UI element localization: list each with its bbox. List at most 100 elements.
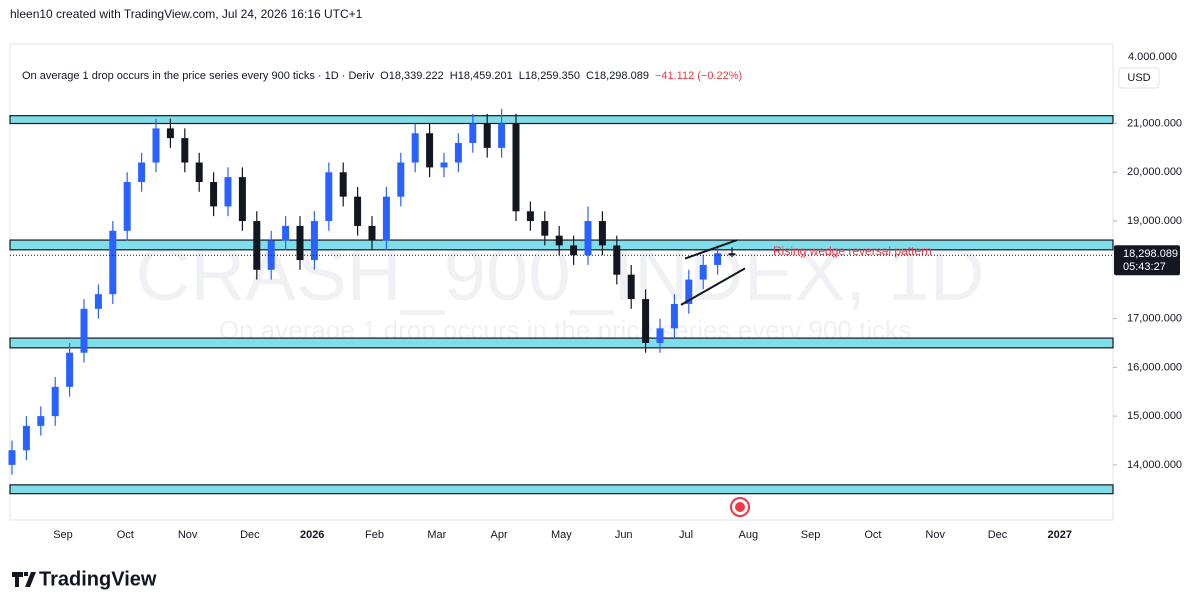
x-tick-label: Jun <box>615 529 633 541</box>
y-tick-label: 21,000.000 <box>1127 117 1182 129</box>
y-tick-label: 14,000.000 <box>1127 459 1182 471</box>
x-tick-label: Jul <box>679 529 693 541</box>
candle-body <box>613 245 621 275</box>
candle-body <box>555 235 563 246</box>
x-tick-label: Nov <box>178 529 198 541</box>
candle-body <box>627 274 635 300</box>
candle-body <box>714 253 722 265</box>
brand: TradingView <box>39 568 157 590</box>
candle-body <box>541 221 549 236</box>
candle-body <box>584 221 592 256</box>
x-tick-label: May <box>551 529 572 541</box>
candle-body <box>80 308 88 353</box>
annotation: Rising wedge reversal pattern <box>773 244 932 258</box>
candle-body <box>570 245 578 256</box>
candle-body <box>368 225 376 241</box>
candle-body <box>310 221 318 261</box>
candle-body <box>498 123 506 148</box>
legend-value: H18,459.201 <box>450 70 513 82</box>
candle-body <box>440 162 448 168</box>
candle-body <box>224 177 232 207</box>
candle-body <box>469 123 477 144</box>
candle-body <box>397 162 405 197</box>
currency-box <box>1118 67 1160 89</box>
event-flag <box>730 497 750 517</box>
candle-body <box>195 162 203 183</box>
candle-body <box>94 294 102 309</box>
candle-body <box>152 128 160 163</box>
support-resistance-zone <box>9 115 1114 125</box>
x-tick-label: Oct <box>864 529 881 541</box>
logo <box>12 572 36 587</box>
candle-body <box>526 211 534 222</box>
x-tick-label: Feb <box>365 529 384 541</box>
candle-body <box>483 123 491 148</box>
x-tick-label: 2026 <box>300 529 324 541</box>
candle-body <box>656 328 664 343</box>
legend-title: On average 1 drop occurs in the price se… <box>22 70 375 82</box>
support-resistance-zone <box>9 484 1114 495</box>
y-tick-label: 17,000.000 <box>1127 312 1182 324</box>
x-tick-label: Nov <box>925 529 945 541</box>
x-tick-label: Sep <box>801 529 821 541</box>
candle-body <box>22 425 30 451</box>
last-price-tag <box>1114 245 1180 276</box>
candle-body <box>670 303 678 329</box>
candle-body <box>66 352 74 387</box>
candle-body <box>123 182 131 231</box>
legend: On average 1 drop occurs in the price se… <box>22 70 742 82</box>
candle-body <box>454 143 462 163</box>
legend-value: C18,298.089 <box>586 70 649 82</box>
candle-body <box>728 253 736 256</box>
pane-frame <box>9 43 1114 521</box>
wedge-upper <box>684 239 738 260</box>
y-tick-label: 16,000.000 <box>1127 361 1182 373</box>
legend-value: L18,259.350 <box>519 70 580 82</box>
x-tick-label: Aug <box>739 529 759 541</box>
candle-body <box>426 133 434 168</box>
x-tick-label: Sep <box>53 529 73 541</box>
currency: USD <box>1127 72 1150 84</box>
y-tick-label: 20,000.000 <box>1127 166 1182 178</box>
candle-body <box>296 225 304 261</box>
x-tick-label: Dec <box>240 529 260 541</box>
header: hleen10 created with TradingView.com, Ju… <box>10 7 363 21</box>
x-tick-label: Apr <box>491 529 508 541</box>
candle-body <box>699 264 707 280</box>
candle-body <box>325 172 333 222</box>
candle-body <box>685 279 693 304</box>
countdown: 05:43:27 <box>1123 261 1166 273</box>
candle-body <box>109 230 117 295</box>
last-price-label: 18,298.089 <box>1123 248 1178 260</box>
x-tick-label: Mar <box>427 529 446 541</box>
candle-body <box>382 196 390 241</box>
x-tick-label: Oct <box>117 529 134 541</box>
candle-body <box>598 221 606 246</box>
candle-body <box>210 182 218 207</box>
legend-value: O18,339.222 <box>380 70 444 82</box>
candle-body <box>512 123 520 212</box>
candle-body <box>339 172 347 197</box>
candle-body <box>642 299 650 343</box>
candle-body <box>354 196 362 226</box>
scale-label: 4.000.000 <box>1128 51 1177 63</box>
candle-body <box>411 133 419 163</box>
y-tick-label: 15,000.000 <box>1127 410 1182 422</box>
y-tick-label: 19,000.000 <box>1127 215 1182 227</box>
candle-body <box>166 128 174 139</box>
candle-body <box>238 177 246 222</box>
candle-body <box>282 225 290 241</box>
candle-body <box>37 416 45 426</box>
legend-value: −41.112 (−0.22%) <box>655 70 742 82</box>
x-tick-label: 2027 <box>1048 529 1072 541</box>
candle-body <box>181 138 189 163</box>
x-tick-label: Dec <box>988 529 1008 541</box>
candle-body <box>8 450 16 465</box>
support-resistance-zone <box>9 337 1114 349</box>
candle-body <box>253 221 261 270</box>
wedge-lower <box>680 267 746 306</box>
candle-body <box>138 162 146 183</box>
